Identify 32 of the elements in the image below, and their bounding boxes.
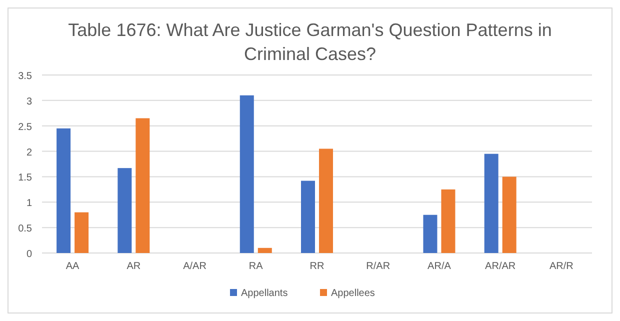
bar bbox=[258, 248, 272, 253]
bar bbox=[441, 189, 456, 253]
y-tick-label: 1.5 bbox=[18, 172, 32, 184]
y-tick-label: 3 bbox=[26, 96, 32, 108]
bar bbox=[423, 214, 438, 253]
bar bbox=[56, 128, 71, 253]
bar bbox=[74, 212, 89, 253]
bar bbox=[118, 168, 132, 253]
bar bbox=[240, 95, 254, 253]
legend-label: Appellees bbox=[331, 288, 375, 299]
x-tick-label: AA bbox=[66, 261, 80, 272]
y-tick-label: 0.5 bbox=[18, 224, 32, 235]
x-tick-label: AR bbox=[126, 261, 141, 272]
y-tick-label: 0 bbox=[26, 249, 32, 260]
legend-label: Appellants bbox=[241, 288, 288, 299]
x-tick-label: RR bbox=[310, 261, 324, 272]
x-tick-label: AR/R bbox=[549, 261, 574, 272]
y-tick-label: 3.5 bbox=[18, 71, 32, 82]
x-tick-label: RA bbox=[248, 261, 264, 272]
x-tick-label: AR/AR bbox=[485, 261, 516, 272]
y-tick-label: 2.5 bbox=[18, 122, 32, 133]
x-tick-label: R/AR bbox=[366, 261, 390, 272]
y-tick-label: 2 bbox=[26, 147, 32, 158]
bar bbox=[319, 148, 333, 253]
x-tick-label: AR/A bbox=[428, 261, 452, 272]
y-tick-label: 1 bbox=[26, 198, 32, 210]
bar bbox=[502, 176, 516, 253]
chart-title: Table 1676: What Are Justice Garman's Question Patterns in Criminal Cases? bbox=[68, 20, 552, 64]
bar bbox=[484, 154, 498, 253]
bar bbox=[301, 180, 315, 253]
x-tick-label: A/AR bbox=[183, 261, 206, 272]
bar bbox=[136, 118, 150, 253]
